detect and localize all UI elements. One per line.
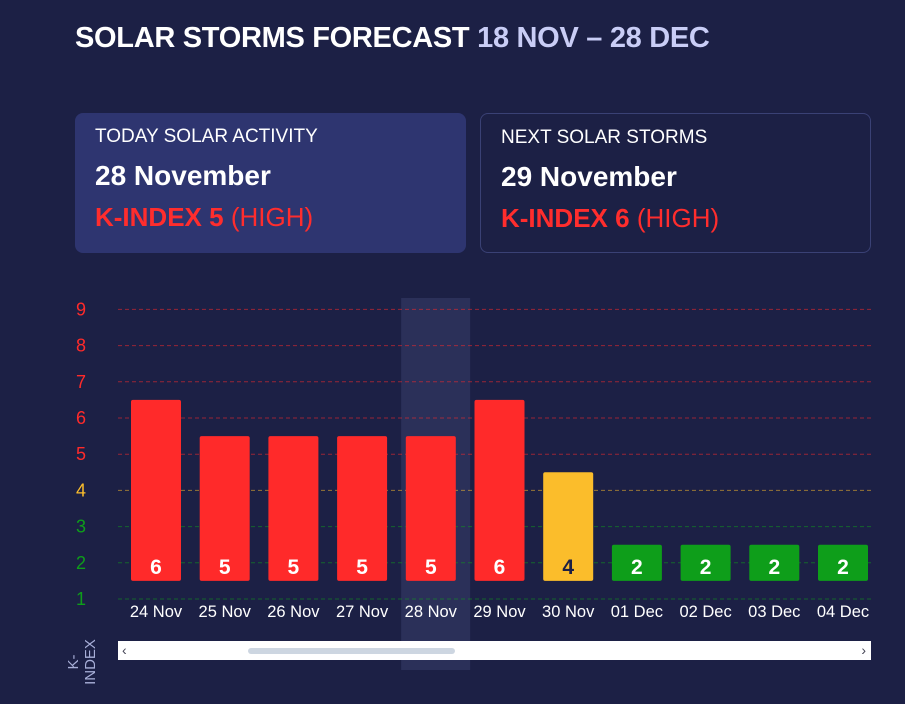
bar-value-label: 6 bbox=[494, 556, 506, 579]
next-storms-card: NEXT SOLAR STORMS 29 November K-INDEX 6 … bbox=[480, 113, 871, 253]
bar bbox=[199, 436, 250, 581]
bar-value-label: 2 bbox=[700, 556, 712, 579]
x-tick-label: 25 Nov bbox=[199, 603, 252, 621]
x-tick-label: 03 Dec bbox=[748, 603, 800, 621]
y-tick-label: 4 bbox=[76, 480, 86, 500]
x-tick-label: 26 Nov bbox=[267, 603, 320, 621]
card-date: 28 November bbox=[95, 160, 271, 191]
title-text: SOLAR STORMS FORECAST bbox=[75, 22, 470, 54]
x-tick-label: 29 Nov bbox=[473, 603, 526, 621]
scroll-left-icon[interactable]: ‹ bbox=[122, 642, 127, 658]
x-tick-label: 28 Nov bbox=[405, 603, 458, 621]
bar bbox=[131, 399, 181, 581]
date-range: 18 NOV – 28 DEC bbox=[477, 22, 710, 54]
card-kindex: K-INDEX 6 (HIGH) bbox=[501, 203, 850, 234]
bar-value-label: 4 bbox=[562, 556, 574, 579]
x-tick-label: 24 Nov bbox=[130, 603, 183, 621]
y-tick-label: 9 bbox=[76, 299, 86, 319]
y-axis-label: K-INDEX bbox=[65, 639, 99, 685]
bar bbox=[818, 544, 868, 581]
card-kindex: K-INDEX 5 (HIGH) bbox=[95, 202, 446, 233]
bar bbox=[611, 544, 662, 581]
card-label: NEXT SOLAR STORMS bbox=[501, 127, 708, 148]
bar bbox=[749, 544, 800, 581]
kindex-value: K-INDEX 6 bbox=[501, 203, 630, 233]
page-title: SOLAR STORMS FORECAST 18 NOV – 28 DEC bbox=[75, 22, 710, 55]
bar bbox=[543, 472, 594, 581]
x-tick-label: 27 Nov bbox=[336, 603, 389, 621]
y-tick-label: 7 bbox=[76, 372, 86, 392]
kindex-level: (HIGH) bbox=[636, 203, 720, 233]
bar bbox=[680, 544, 731, 581]
bar bbox=[405, 436, 456, 581]
card-label: TODAY SOLAR ACTIVITY bbox=[95, 126, 318, 147]
x-tick-label: 02 Dec bbox=[679, 603, 731, 621]
kindex-level: (HIGH) bbox=[230, 202, 314, 232]
bar-value-label: 2 bbox=[768, 556, 780, 579]
x-tick-label: 04 Dec bbox=[817, 603, 869, 621]
today-activity-card: TODAY SOLAR ACTIVITY 28 November K-INDEX… bbox=[75, 113, 466, 253]
bar-value-label: 5 bbox=[219, 556, 231, 579]
x-tick-label: 01 Dec bbox=[611, 603, 663, 621]
bar bbox=[474, 399, 525, 581]
scrollbar-thumb[interactable] bbox=[248, 648, 455, 654]
x-tick-label: 30 Nov bbox=[542, 603, 595, 621]
horizontal-scrollbar[interactable]: ‹ › bbox=[118, 641, 871, 660]
y-tick-label: 3 bbox=[76, 517, 86, 537]
bar-value-label: 5 bbox=[288, 556, 300, 579]
bar-value-label: 2 bbox=[837, 556, 849, 579]
y-tick-label: 1 bbox=[76, 589, 86, 609]
bar bbox=[268, 436, 319, 581]
y-tick-label: 5 bbox=[76, 444, 86, 464]
bar-value-label: 6 bbox=[150, 556, 162, 579]
card-date: 29 November bbox=[501, 161, 677, 192]
scroll-right-icon[interactable]: › bbox=[861, 642, 866, 658]
bar-value-label: 2 bbox=[631, 556, 643, 579]
bar-value-label: 5 bbox=[356, 556, 368, 579]
y-tick-label: 8 bbox=[76, 336, 86, 356]
y-tick-label: 6 bbox=[76, 408, 86, 428]
kindex-value: K-INDEX 5 bbox=[95, 202, 224, 232]
y-tick-label: 2 bbox=[76, 553, 86, 573]
bar-value-label: 5 bbox=[425, 556, 437, 579]
bar bbox=[337, 436, 388, 581]
